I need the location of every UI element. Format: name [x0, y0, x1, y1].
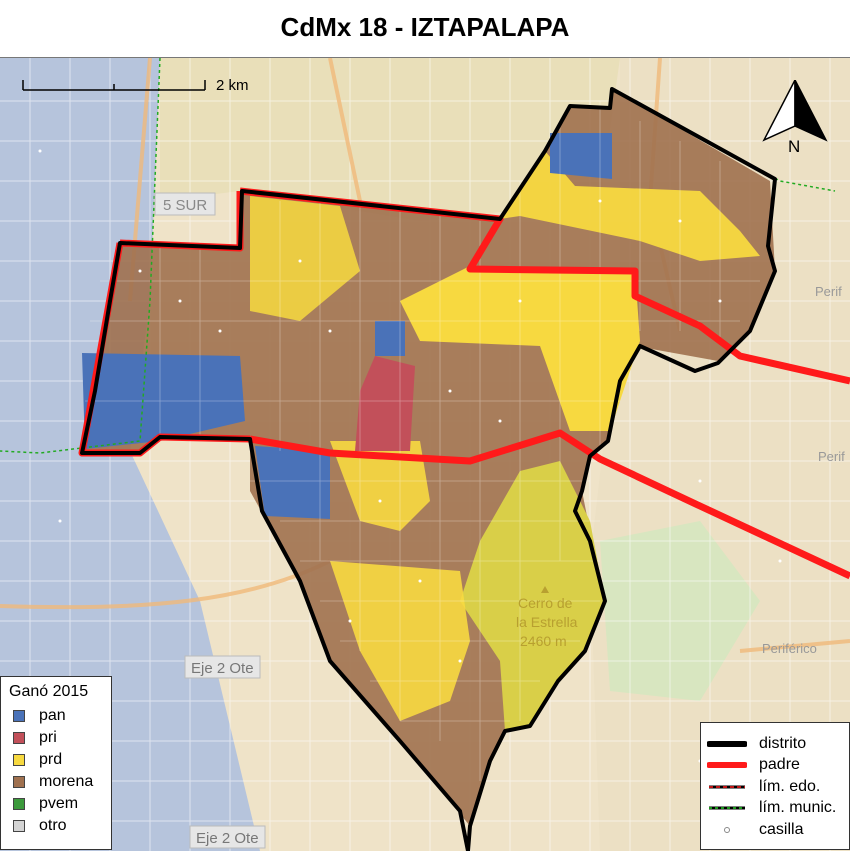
casilla-point [718, 299, 722, 303]
section-fill-pan-small [375, 321, 405, 356]
label-bg-eje2-north [184, 655, 261, 679]
line-legend: distrito padre lím. edo. lím. munic. cas… [700, 722, 850, 850]
section-fill-cerro [460, 461, 605, 731]
map-canvas[interactable]: 5 SUR Cerro de la Estrella 2460 m Eje 2 … [0, 57, 850, 851]
legend-label-edo: lím. edo. [759, 777, 821, 795]
section-fill-prd-west [250, 196, 360, 321]
peak-triangle-icon [541, 586, 549, 593]
legend-label-munic: lím. munic. [759, 799, 837, 817]
legend-swatch-otro [13, 820, 25, 832]
casilla-point [418, 579, 422, 583]
legend-label-pri: pri [39, 729, 57, 746]
legend-key-padre [707, 762, 747, 769]
map-label-cerro-1: Cerro de [518, 595, 573, 611]
casilla-point [498, 419, 502, 423]
legend-item-edo: lím. edo. [701, 776, 849, 798]
legend-label-otro: otro [39, 817, 67, 834]
legend-item-munic: lím. munic. [701, 798, 849, 820]
section-fill-pan-west [82, 353, 245, 449]
map-title: CdMx 18 - IZTAPALAPA [280, 12, 570, 42]
legend-item-pan: pan [1, 705, 111, 727]
map-label-periferico: Periférico [762, 641, 817, 656]
legend-key-edo [709, 785, 745, 789]
section-fill-prd-mid [330, 441, 430, 531]
legend-label-pan: pan [39, 707, 66, 724]
legend-swatch-pri [13, 732, 25, 744]
casilla-point [38, 149, 42, 153]
label-bg-5sur [154, 192, 216, 216]
legend-key-distrito [707, 740, 747, 747]
casilla-point [778, 559, 782, 563]
section-boundaries [85, 101, 760, 781]
casilla-point [678, 219, 682, 223]
north-label: N [788, 137, 800, 156]
legend-item-morena: morena [1, 771, 111, 793]
casilla-point [298, 259, 302, 263]
casilla-point [218, 329, 222, 333]
casilla-point [178, 299, 182, 303]
map-label-eje-2-ote-south: Eje 2 Ote [196, 830, 259, 847]
label-bg-eje2-south [189, 825, 266, 849]
section-fill-pan-north [550, 133, 612, 179]
legend-item-prd: prd [1, 749, 111, 771]
section-fill-pri [355, 356, 415, 451]
legend-label-distrito: distrito [759, 734, 807, 752]
legend-swatch-pan [13, 710, 25, 722]
district-boundary [80, 87, 777, 851]
north-arrow-icon: N [762, 80, 828, 156]
section-fill-prd-ne [500, 151, 760, 261]
party-legend: Ganó 2015 pan pri prd morena pvem otro [0, 676, 112, 850]
legend-item-otro: otro [1, 815, 111, 837]
casilla-point [458, 659, 462, 663]
casilla-point [378, 499, 382, 503]
legend-swatch-prd [13, 754, 25, 766]
casilla-point [698, 479, 702, 483]
casilla-point [518, 299, 522, 303]
map-labels: 5 SUR Cerro de la Estrella 2460 m Eje 2 … [154, 192, 845, 849]
casilla-point [348, 619, 352, 623]
legend-key-munic [709, 806, 745, 810]
legend-label-morena: morena [39, 773, 94, 790]
municipal-boundary [0, 58, 836, 454]
casilla-point [58, 519, 62, 523]
scale-bar [22, 80, 206, 91]
map-label-perif-1: Perif [815, 284, 842, 299]
casilla-point [448, 389, 452, 393]
legend-item-pvem: pvem [1, 793, 111, 815]
basemap-southeast-park [600, 521, 760, 701]
map-label-cerro-2: la Estrella [516, 614, 578, 630]
map-label-perif-2: Perif [818, 449, 845, 464]
legend-label-prd: prd [39, 751, 63, 768]
party-legend-title: Ganó 2015 [9, 683, 89, 700]
legend-item-pri: pri [1, 727, 111, 749]
legend-label-padre: padre [759, 756, 800, 774]
legend-item-casilla: casilla [701, 819, 849, 841]
map-label-5-sur: 5 SUR [163, 197, 207, 214]
legend-key-casilla [724, 826, 730, 833]
casilla-point [598, 199, 602, 203]
section-fill-pan-south [255, 446, 330, 519]
legend-swatch-pvem [13, 798, 25, 810]
legend-item-distrito: distrito [701, 733, 849, 755]
casilla-point [328, 329, 332, 333]
scale-label: 2 km [216, 77, 249, 94]
legend-item-padre: padre [701, 755, 849, 777]
section-fill-prd-north [400, 266, 640, 431]
legend-label-casilla: casilla [759, 820, 804, 838]
map-label-cerro-3: 2460 m [520, 633, 567, 649]
map-label-eje-2-ote-north: Eje 2 Ote [191, 660, 254, 677]
map-svg[interactable]: 5 SUR Cerro de la Estrella 2460 m Eje 2 … [0, 58, 850, 851]
section-fill-prd-south [330, 561, 470, 721]
legend-swatch-morena [13, 776, 25, 788]
legend-label-pvem: pvem [39, 795, 79, 812]
casilla-point [138, 269, 142, 273]
